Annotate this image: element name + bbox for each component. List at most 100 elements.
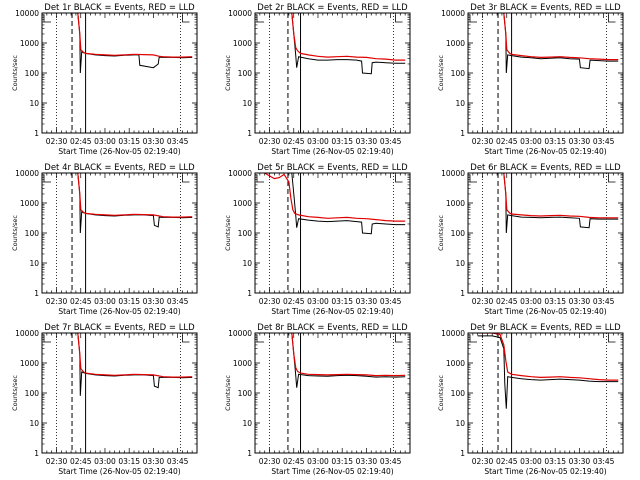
x-axis-label: Start Time (26-Nov-05 02:19:40) — [271, 467, 393, 476]
y-tick-label: 100 — [451, 69, 466, 78]
panel-title: Det 4r BLACK = Events, RED = LLD — [44, 163, 195, 173]
y-tick-label: 1 — [247, 289, 252, 298]
corner-marker-left — [43, 15, 51, 23]
x-tick-label: 02:45 — [70, 457, 92, 466]
panel-title: Det 1r BLACK = Events, RED = LLD — [44, 3, 195, 13]
y-tick-label: 100 — [238, 389, 253, 398]
panel-det-3: Det 3r BLACK = Events, RED = LLD 1 10 100 10… — [437, 3, 624, 156]
panel-det-9: Det 9r BLACK = Events, RED = LLD 1 10 100 10… — [437, 323, 624, 476]
series-events — [503, 13, 619, 74]
panel-title: Det 6r BLACK = Events, RED = LLD — [470, 163, 621, 173]
series-events — [77, 13, 193, 74]
series-events — [77, 173, 193, 234]
series-group — [291, 13, 406, 75]
x-tick-label: 03:30 — [569, 137, 591, 146]
y-tick-label: 10 — [242, 419, 252, 428]
x-tick-label: 03:00 — [520, 457, 542, 466]
x-tick-label: 02:45 — [283, 297, 305, 306]
y-tick-label: 100 — [25, 389, 40, 398]
y-axis-label: Counts/sec — [224, 215, 232, 251]
y-axis-label: Counts/sec — [224, 375, 232, 411]
series-lld — [77, 13, 193, 58]
corner-marker-right — [608, 15, 616, 23]
x-tick-label: 03:00 — [94, 137, 116, 146]
series-lld — [77, 333, 193, 378]
x-tick-label: 03:15 — [544, 457, 566, 466]
x-tick-label: 02:30 — [46, 137, 68, 146]
x-tick-label: 03:15 — [544, 137, 566, 146]
corner-marker-left — [469, 335, 477, 343]
corner-marker-right — [395, 335, 403, 343]
y-tick-label: 1000 — [446, 39, 465, 48]
y-axis-label: Counts/sec — [224, 55, 232, 91]
series-events — [291, 333, 406, 388]
x-tick-label: 02:45 — [496, 457, 518, 466]
x-tick-label: 03:30 — [356, 457, 378, 466]
series-events — [291, 13, 406, 75]
x-tick-label: 03:15 — [118, 297, 140, 306]
x-tick-label: 03:45 — [593, 297, 615, 306]
panel-det-1: Det 1r BLACK = Events, RED = LLD 1 10 100 10… — [11, 3, 198, 156]
x-tick-label: 03:45 — [380, 137, 402, 146]
series-lld — [264, 173, 406, 222]
y-tick-label: 10000 — [15, 329, 39, 338]
panel-title: Det 9r BLACK = Events, RED = LLD — [470, 323, 621, 333]
series-group — [503, 173, 619, 234]
x-tick-label: 03:00 — [307, 457, 329, 466]
y-tick-label: 10 — [455, 259, 465, 268]
y-tick-label: 1 — [34, 449, 39, 458]
x-tick-label: 03:15 — [118, 137, 140, 146]
x-tick-label: 03:00 — [520, 297, 542, 306]
x-tick-label: 03:30 — [569, 457, 591, 466]
x-tick-label: 02:30 — [46, 457, 68, 466]
y-tick-label: 1 — [247, 449, 252, 458]
series-group — [477, 333, 619, 409]
x-tick-label: 03:45 — [380, 297, 402, 306]
y-tick-label: 10000 — [228, 329, 252, 338]
y-tick-label: 10 — [29, 99, 39, 108]
y-tick-label: 10000 — [228, 169, 252, 178]
y-tick-label: 1 — [247, 129, 252, 138]
x-tick-label: 03:30 — [569, 297, 591, 306]
corner-marker-left — [469, 175, 477, 183]
y-axis-label: Counts/sec — [11, 215, 19, 251]
x-tick-label: 02:30 — [472, 137, 494, 146]
x-tick-label: 03:15 — [118, 457, 140, 466]
x-tick-label: 03:45 — [167, 457, 189, 466]
x-tick-label: 03:30 — [143, 457, 165, 466]
y-tick-label: 1000 — [20, 39, 39, 48]
y-tick-label: 100 — [238, 69, 253, 78]
x-tick-label: 03:30 — [356, 137, 378, 146]
y-tick-label: 10000 — [441, 329, 465, 338]
series-group — [77, 333, 193, 396]
y-tick-label: 1 — [460, 289, 465, 298]
x-axis-label: Start Time (26-Nov-05 02:19:40) — [271, 307, 393, 316]
x-tick-label: 03:45 — [167, 297, 189, 306]
x-tick-label: 03:00 — [307, 297, 329, 306]
y-tick-label: 100 — [451, 229, 466, 238]
series-events — [77, 333, 193, 396]
panel-title: Det 2r BLACK = Events, RED = LLD — [257, 3, 408, 13]
corner-marker-left — [256, 175, 264, 183]
y-axis-label: Counts/sec — [11, 55, 19, 91]
x-axis-label: Start Time (26-Nov-05 02:19:40) — [484, 467, 606, 476]
x-tick-label: 03:15 — [331, 137, 353, 146]
y-axis-label: Counts/sec — [437, 375, 445, 411]
y-tick-label: 1000 — [20, 359, 39, 368]
series-lld — [77, 173, 193, 218]
y-tick-label: 1000 — [233, 39, 252, 48]
series-lld — [503, 13, 619, 61]
x-tick-label: 02:30 — [259, 457, 281, 466]
y-tick-label: 1000 — [446, 199, 465, 208]
plot-frame — [41, 332, 198, 454]
x-axis-label: Start Time (26-Nov-05 02:19:40) — [484, 307, 606, 316]
y-tick-label: 10 — [29, 259, 39, 268]
x-tick-label: 03:00 — [94, 457, 116, 466]
x-tick-label: 03:00 — [94, 297, 116, 306]
x-axis-label: Start Time (26-Nov-05 02:19:40) — [484, 147, 606, 156]
x-tick-label: 03:45 — [167, 137, 189, 146]
corner-marker-right — [608, 335, 616, 343]
plot-frame — [41, 172, 198, 294]
plot-frame — [254, 12, 411, 134]
